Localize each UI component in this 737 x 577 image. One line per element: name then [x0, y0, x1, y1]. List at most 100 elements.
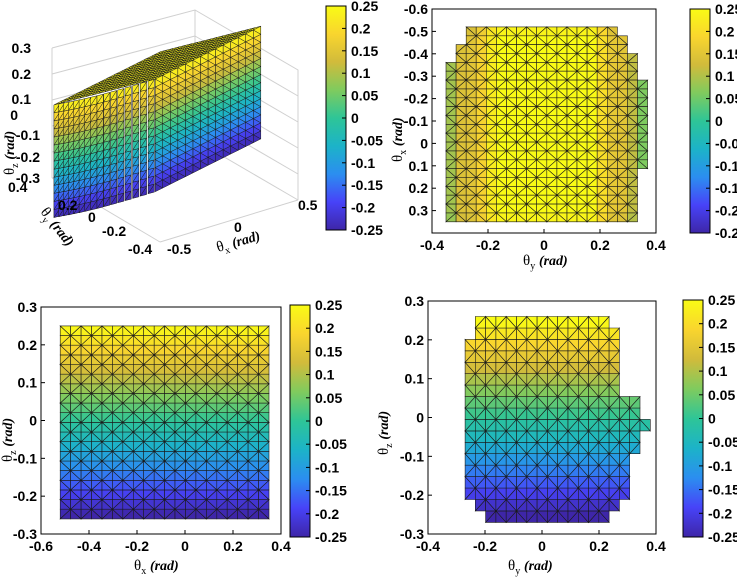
mesh-triangle	[174, 325, 187, 337]
surface-facet	[67, 96, 76, 102]
surface-facet	[90, 95, 98, 107]
colorbar-tick-label: 0.05	[715, 91, 737, 107]
y-tick-label: 0.3	[18, 299, 38, 315]
mesh-triangle	[133, 325, 145, 337]
mesh-triangle	[495, 316, 507, 329]
tl-ztick: 0	[10, 107, 18, 123]
y-tick-label: 0.3	[405, 293, 425, 309]
y-tick-label: 0	[420, 135, 428, 151]
mesh-triangle	[153, 325, 166, 337]
y-tick-label: 0.1	[18, 375, 38, 391]
surface-facet	[68, 100, 76, 112]
bl-ticks: -0.6 -0.4 -0.2 0 0.2 0.4 0.3 0.2 0.1 0 -0.1 -0.2 -0.…	[13, 299, 291, 554]
colorbar-tick-label: -0.1	[708, 458, 732, 474]
mesh-triangle	[516, 212, 528, 223]
tl-ytick: -0.4	[128, 241, 152, 257]
surface-facet	[73, 99, 81, 111]
y-tick-label: -0.1	[404, 113, 428, 129]
surface-facet	[136, 79, 145, 85]
y-tick-label: -0.2	[404, 91, 428, 107]
tl-ztick: -0.1	[16, 127, 40, 143]
colorbar-tick-label: 0.15	[715, 46, 737, 62]
x-tick-label: 0.4	[271, 538, 291, 554]
surface-facet	[140, 81, 148, 93]
tl-xtick: -0.5	[167, 241, 191, 257]
y-tick-label: 0.2	[409, 180, 429, 196]
tl-colorbar: 0.25 0.2 0.15 0.1 0.05 0 -0.05 -0.1 -0.15 -0.2 -0.…	[325, 0, 383, 238]
colorbar-tick-label: 0.1	[715, 68, 735, 84]
tr-ylabel: θx (rad)	[390, 117, 409, 162]
y-tick-label: 0.3	[409, 203, 429, 219]
colorbar-tick-label: -0.2	[708, 505, 732, 521]
tr-colorbar-ticks: 0.25 0.2 0.15 0.1 0.05 0 -0.05 -0.1 -0.15 -0.2 -0.…	[706, 1, 737, 241]
colorbar-tick-label: 0.15	[315, 343, 342, 359]
surface-facet	[60, 98, 70, 104]
colorbar-tick-label: -0.15	[715, 180, 737, 196]
svg-text:θy (rad): θy (rad)	[523, 253, 568, 272]
y-tick-label: 0.1	[409, 158, 429, 174]
tl-ztick: 0.1	[12, 91, 32, 107]
colorbar-tick-label: 0	[715, 113, 723, 129]
mesh-triangle	[516, 316, 528, 329]
surface-facet	[73, 95, 82, 100]
panel-side-view-x: -0.6 -0.4 -0.2 0 0.2 0.4 0.3 0.2 0.1 0 -0.1 -0.2 -0.…	[0, 297, 347, 577]
y-tick-label: -0.1	[400, 448, 424, 464]
x-tick-label: -0.2	[476, 237, 500, 253]
mesh-triangle	[596, 212, 609, 223]
tr-mesh	[445, 26, 649, 223]
bl-mesh	[59, 325, 270, 520]
x-tick-label: 0.4	[646, 237, 666, 253]
tl-xtick: 0.5	[298, 197, 318, 213]
colorbar-tick-label: 0.2	[315, 320, 335, 336]
surface-facet	[84, 96, 92, 108]
y-tick-label: -0.1	[13, 450, 37, 466]
colorbar-tick-label: 0.25	[708, 292, 735, 308]
y-tick-label: 0	[416, 410, 424, 426]
colorbar-tick-label: -0.1	[351, 155, 375, 171]
colorbar-tick-label: -0.05	[708, 434, 737, 450]
panel-3d-surface: 0.3 0.2 0.1 0 -0.1 -0.2 -0.3 0.4 0.2 0 -…	[2, 0, 383, 257]
colorbar-tick-label: -0.25	[315, 529, 347, 545]
surface-facet	[79, 93, 89, 99]
tl-surface-mesh	[53, 25, 262, 219]
mesh-triangle	[455, 212, 467, 223]
tr-xlabel: θy (rad)	[523, 253, 568, 272]
surface-facet	[98, 88, 107, 94]
x-tick-label: 0.2	[589, 538, 609, 554]
mesh-triangle	[536, 212, 548, 223]
mesh-triangle	[626, 212, 638, 223]
colorbar-tick-label: -0.25	[351, 222, 383, 238]
surface-facet	[142, 77, 151, 83]
svg-text:θz (rad): θz (rad)	[2, 131, 21, 175]
x-tick-label: 0.2	[590, 237, 610, 253]
surface-facet	[96, 93, 104, 105]
colorbar-tick-label: 0.2	[351, 20, 371, 36]
y-tick-label: -0.2	[400, 487, 424, 503]
colorbar-tick-label: 0.25	[315, 297, 342, 313]
colorbar-tick-label: -0.15	[351, 177, 383, 193]
surface-facet	[117, 84, 126, 89]
mesh-triangle	[474, 316, 487, 329]
br-ticks: -0.4 -0.2 0 0.2 0.4 0.3 0.2 0.1 0 -0.1 -0.2 -0.3	[400, 293, 666, 554]
y-tick-label: -0.4	[404, 46, 428, 62]
x-tick-label: -0.4	[420, 237, 444, 253]
colorbar-tick-label: -0.1	[715, 158, 737, 174]
x-tick-label: 0	[181, 538, 189, 554]
bl-colorbar-ticks: 0.25 0.2 0.15 0.1 0.05 0 -0.05 -0.1 -0.15 -0.2 -0.…	[306, 297, 347, 545]
mesh-triangle	[629, 396, 641, 409]
colorbar-tick-label: 0.15	[708, 339, 735, 355]
y-tick-label: -0.5	[404, 23, 428, 39]
surface-facet	[117, 88, 125, 99]
svg-text:θz (rad): θz (rad)	[0, 418, 19, 462]
surface-facet	[92, 90, 101, 96]
colorbar-tick-label: 0.25	[715, 1, 737, 17]
mesh-triangle	[557, 316, 569, 329]
mesh-triangle	[195, 325, 208, 337]
surface-facet	[104, 87, 114, 93]
surface-facet	[148, 76, 158, 81]
y-tick-label: -0.3	[404, 68, 428, 84]
mesh-triangle	[112, 325, 124, 337]
colorbar-tick-label: 0	[315, 413, 323, 429]
mesh-triangle	[617, 212, 629, 223]
mesh-triangle	[70, 325, 82, 337]
